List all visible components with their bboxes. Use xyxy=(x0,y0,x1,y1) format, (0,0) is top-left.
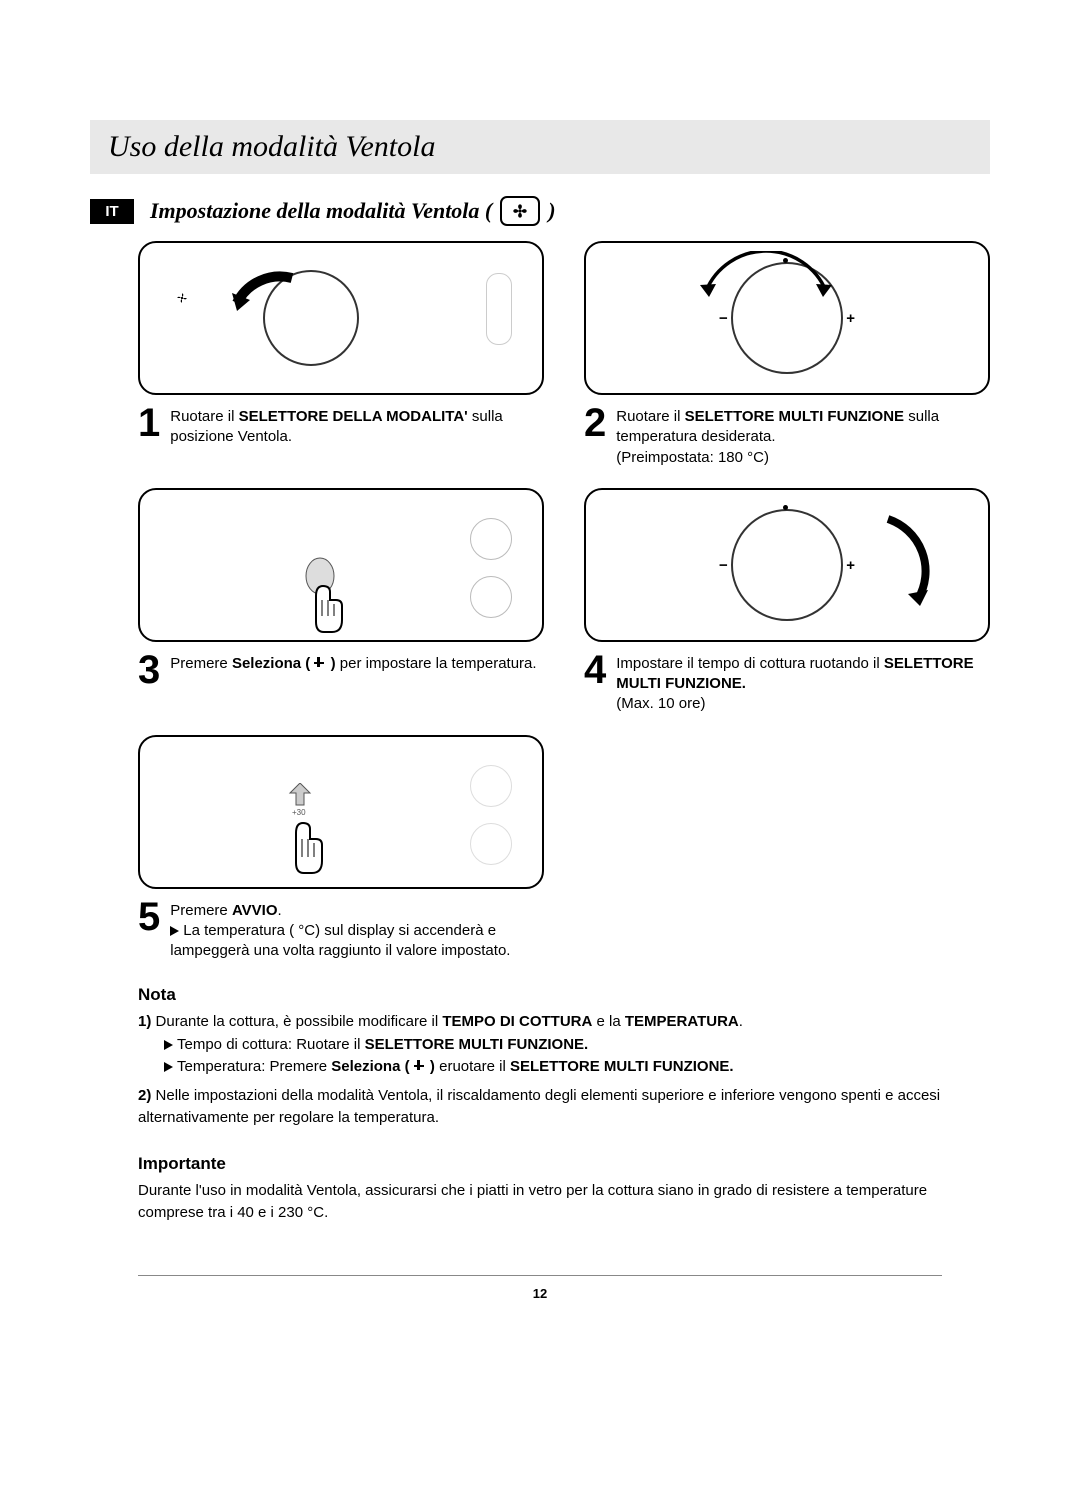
step-5: +30 5 Premere AVVIO. La temperatura ( °C… xyxy=(138,735,544,962)
step-text: Ruotare il SELETTORE DELLA MODALITA' sul… xyxy=(170,403,544,448)
step-text: Premere AVVIO. La temperatura ( °C) sul … xyxy=(170,897,544,962)
select-icon xyxy=(414,1059,426,1073)
dial-faded-2 xyxy=(470,823,512,865)
rotate-both-arrow-icon xyxy=(676,251,856,311)
step-text: Impostare il tempo di cottura ruotando i… xyxy=(616,650,990,715)
step-number: 5 xyxy=(138,897,160,937)
language-badge: IT xyxy=(90,199,134,224)
page-footer: 12 xyxy=(138,1275,942,1301)
importante-heading: Importante xyxy=(138,1154,990,1174)
nota-heading: Nota xyxy=(138,985,990,1005)
nota-body: 1) Durante la cottura, è possibile modif… xyxy=(138,1011,990,1130)
press-hand-icon xyxy=(290,556,350,636)
step-text: Ruotare il SELETTORE MULTI FUNZIONE sull… xyxy=(616,403,990,468)
step-number: 2 xyxy=(584,403,606,443)
step-3-illustration xyxy=(138,488,544,642)
rotate-arrow-icon xyxy=(222,263,322,333)
step-3: 3 Premere Seleziona ( ) per impostare la… xyxy=(138,488,544,715)
fan-icon xyxy=(175,291,189,305)
dial-faded xyxy=(470,765,512,807)
section-heading-row: IT Impostazione della modalità Ventola (… xyxy=(90,196,990,226)
multi-function-dial: − + xyxy=(731,509,843,621)
step-1: 1 Ruotare il SELETTORE DELLA MODALITA' s… xyxy=(138,241,544,468)
step-number: 4 xyxy=(584,650,606,690)
page-title-bar: Uso della modalità Ventola xyxy=(90,120,990,174)
importante-body: Durante l'uso in modalità Ventola, assic… xyxy=(138,1180,990,1225)
step-5-illustration: +30 xyxy=(138,735,544,889)
side-indicator xyxy=(486,273,512,345)
temp-dial xyxy=(470,518,512,560)
rotate-cw-arrow-icon xyxy=(878,504,948,614)
svg-text:+30: +30 xyxy=(292,808,306,817)
triangle-bullet-icon xyxy=(164,1062,173,1072)
nota-bullet-2: Temperatura: Premere Seleziona ( ) eruot… xyxy=(138,1056,990,1079)
page-number: 12 xyxy=(533,1286,547,1301)
press-hand-icon: +30 xyxy=(270,783,330,883)
section-title-suffix: ) xyxy=(548,198,555,224)
step-number: 1 xyxy=(138,403,160,443)
nota-bullet-1: Tempo di cottura: Ruotare il SELETTORE M… xyxy=(138,1034,990,1057)
triangle-bullet-icon xyxy=(164,1040,173,1050)
step-text: Premere Seleziona ( ) per impostare la t… xyxy=(170,650,536,674)
section-title-prefix: Impostazione della modalità Ventola ( xyxy=(150,198,492,224)
step-2: − + 2 Ruotare il SELETTORE MULTI FUNZION… xyxy=(584,241,990,468)
step-2-illustration: − + xyxy=(584,241,990,395)
page-title: Uso della modalità Ventola xyxy=(108,130,435,163)
steps-grid: 1 Ruotare il SELETTORE DELLA MODALITA' s… xyxy=(138,241,990,961)
manual-page: Uso della modalità Ventola IT Impostazio… xyxy=(0,0,1080,1341)
step-1-illustration xyxy=(138,241,544,395)
step-number: 3 xyxy=(138,650,160,690)
step-4: − + 4 Impostare il tempo di cottura ruot… xyxy=(584,488,990,715)
fan-icon xyxy=(500,196,540,226)
temp-dial-2 xyxy=(470,576,512,618)
section-title: Impostazione della modalità Ventola ( ) xyxy=(150,196,556,226)
step-4-illustration: − + xyxy=(584,488,990,642)
triangle-bullet-icon xyxy=(170,926,179,936)
select-icon xyxy=(314,656,326,670)
